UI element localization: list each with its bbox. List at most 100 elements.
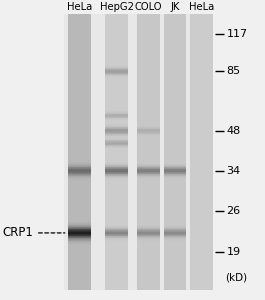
Bar [164, 230, 186, 231]
Bar [105, 148, 128, 149]
Text: JK: JK [170, 2, 180, 12]
Bar [164, 238, 186, 239]
Bar [105, 240, 128, 241]
Bar [137, 126, 160, 127]
Bar [164, 14, 186, 290]
Bar [105, 120, 128, 121]
Bar [68, 224, 91, 225]
Bar [137, 232, 160, 233]
Bar [164, 176, 186, 177]
Bar [105, 168, 128, 169]
Bar [105, 145, 128, 146]
Bar [68, 236, 91, 237]
Bar [164, 168, 186, 169]
Bar [105, 134, 128, 135]
Text: 26: 26 [227, 206, 241, 216]
Bar [105, 178, 128, 179]
Bar [137, 178, 160, 179]
Bar [164, 231, 186, 232]
Bar [137, 127, 160, 128]
Bar [105, 163, 128, 164]
Bar [137, 130, 160, 131]
Bar [105, 110, 128, 111]
Text: HepG2: HepG2 [100, 2, 134, 12]
Bar [68, 165, 91, 166]
Bar [68, 228, 91, 229]
Bar [105, 117, 128, 118]
Bar [105, 230, 128, 231]
Bar [137, 234, 160, 235]
Bar [68, 170, 91, 171]
Bar [68, 230, 91, 231]
Bar [105, 231, 128, 232]
Bar [164, 164, 186, 165]
Bar [105, 137, 128, 138]
Bar [105, 138, 128, 139]
Bar [105, 133, 128, 134]
Bar [164, 163, 186, 164]
Bar [105, 131, 128, 132]
Bar [137, 163, 160, 164]
Bar [105, 75, 128, 76]
Bar [105, 173, 128, 174]
Bar [105, 169, 128, 170]
Bar [105, 66, 128, 67]
Bar [164, 234, 186, 235]
Bar [137, 239, 160, 240]
Bar [105, 74, 128, 75]
Bar [105, 64, 128, 65]
Bar [164, 167, 186, 168]
Bar [137, 170, 160, 171]
Bar [105, 140, 128, 141]
Bar [105, 142, 128, 143]
Bar [137, 134, 160, 135]
Bar [137, 226, 160, 227]
Bar [105, 125, 128, 126]
Bar [164, 169, 186, 170]
Bar [137, 176, 160, 177]
Text: 85: 85 [227, 67, 241, 76]
Text: 117: 117 [227, 29, 248, 39]
Bar [68, 173, 91, 174]
Bar [105, 141, 128, 142]
Bar [105, 69, 128, 70]
Bar [137, 237, 160, 238]
Bar [164, 171, 186, 172]
Bar [105, 126, 128, 127]
Bar [105, 177, 128, 178]
Text: (kD): (kD) [225, 273, 247, 283]
Bar [105, 171, 128, 172]
Bar [105, 165, 128, 166]
Bar [68, 164, 91, 165]
Bar [68, 169, 91, 170]
Bar [68, 237, 91, 238]
Bar [137, 238, 160, 239]
Bar [164, 225, 186, 226]
Bar [68, 14, 91, 290]
Bar [105, 146, 128, 147]
Bar [105, 118, 128, 119]
Bar [68, 231, 91, 232]
Bar [164, 226, 186, 227]
Bar [68, 238, 91, 239]
Bar [137, 129, 160, 130]
Bar [68, 238, 91, 239]
Bar [105, 116, 128, 117]
Bar [137, 240, 160, 241]
Bar [137, 225, 160, 226]
Bar [105, 167, 128, 168]
Bar [68, 171, 91, 172]
Bar [105, 147, 128, 148]
Bar [105, 136, 128, 137]
Text: 48: 48 [227, 126, 241, 136]
Bar [105, 127, 128, 128]
Bar [105, 166, 128, 167]
Bar [164, 178, 186, 179]
Bar [105, 76, 128, 77]
Bar [137, 169, 160, 170]
Bar [68, 161, 91, 162]
Bar [64, 14, 212, 290]
Bar [68, 167, 91, 168]
Bar [68, 244, 91, 245]
Bar [105, 226, 128, 227]
